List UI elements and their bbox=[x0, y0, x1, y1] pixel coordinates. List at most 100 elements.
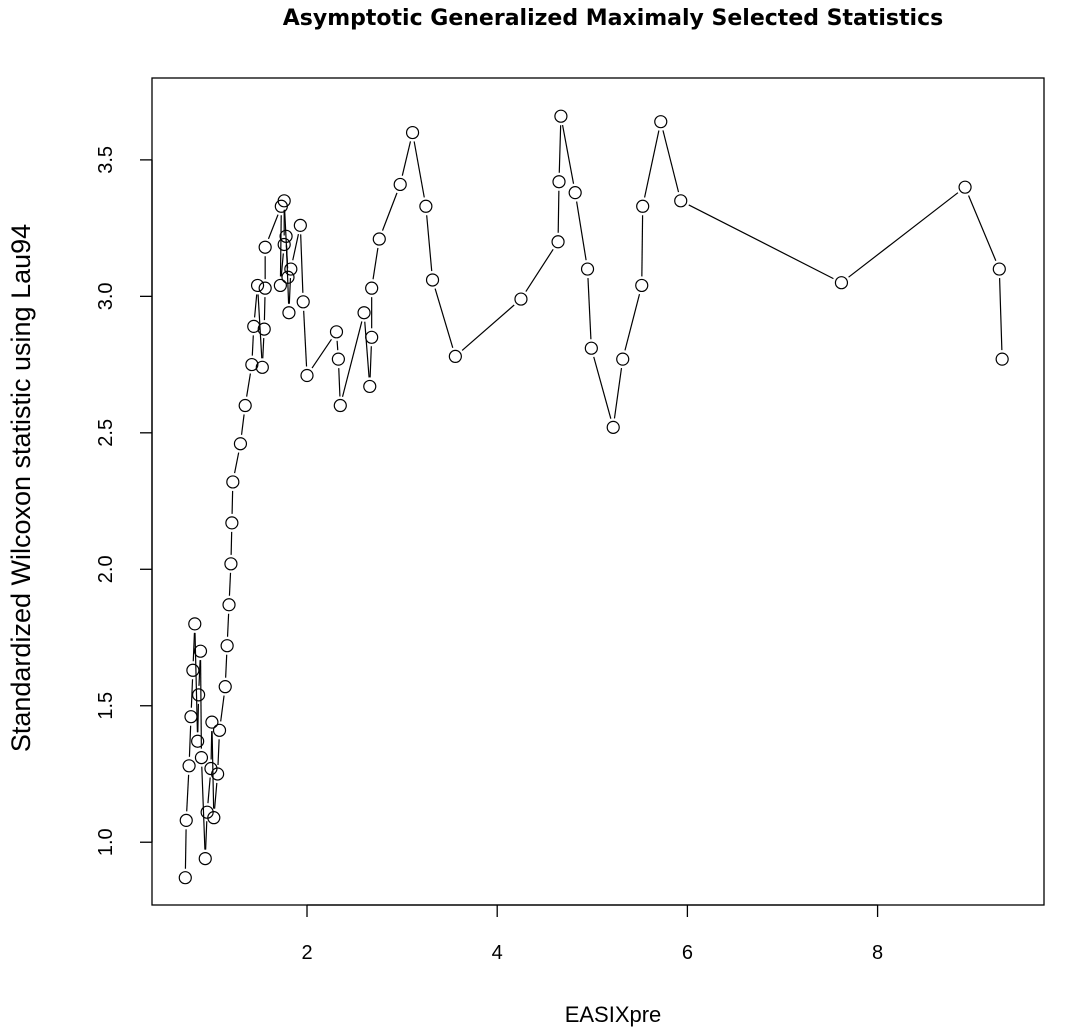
data-point bbox=[220, 639, 234, 653]
series-segment bbox=[267, 214, 279, 240]
data-point bbox=[958, 180, 972, 194]
series-segment bbox=[280, 253, 284, 277]
data-point bbox=[255, 360, 269, 374]
x-tick-label: 4 bbox=[492, 942, 503, 964]
data-point bbox=[186, 663, 200, 677]
data-point bbox=[194, 751, 209, 765]
series-segment bbox=[624, 293, 641, 351]
series-segment bbox=[688, 204, 834, 280]
data-point bbox=[178, 871, 192, 885]
data-point bbox=[198, 852, 212, 866]
data-point bbox=[233, 437, 248, 451]
series-segment bbox=[413, 141, 425, 198]
data-point bbox=[405, 125, 420, 140]
y-tick-label: 2.5 bbox=[95, 419, 117, 447]
series-segment bbox=[292, 234, 300, 261]
series-segment bbox=[253, 294, 258, 318]
data-point bbox=[218, 680, 232, 694]
series-segment bbox=[234, 452, 240, 474]
data-point bbox=[245, 357, 259, 372]
data-point bbox=[834, 276, 849, 290]
data-point bbox=[365, 330, 379, 344]
series-segment bbox=[220, 695, 225, 722]
data-point bbox=[224, 557, 238, 571]
series-segment bbox=[336, 340, 339, 351]
data-point bbox=[554, 109, 568, 123]
data-point bbox=[580, 262, 595, 276]
data-point bbox=[281, 270, 295, 284]
y-axis: 1.0 1.5 2.0 2.5 3.0 3.5 bbox=[95, 146, 153, 856]
data-point bbox=[357, 306, 371, 320]
series-segment bbox=[613, 367, 623, 419]
series-segment bbox=[279, 215, 282, 277]
series-segment bbox=[197, 703, 200, 733]
data-point bbox=[293, 218, 307, 232]
data-point bbox=[193, 644, 208, 658]
data-point bbox=[329, 325, 344, 339]
data-point bbox=[568, 186, 582, 200]
series-segment bbox=[338, 368, 341, 397]
data-point bbox=[212, 723, 227, 737]
x-tick-label: 8 bbox=[872, 942, 883, 964]
data-point bbox=[258, 281, 272, 295]
data-point bbox=[282, 306, 296, 320]
data-point bbox=[191, 688, 206, 702]
data-point bbox=[273, 278, 287, 293]
data-point bbox=[425, 273, 440, 287]
data-point bbox=[674, 194, 688, 208]
data-point bbox=[211, 767, 225, 781]
series-segment bbox=[641, 215, 644, 277]
data-point bbox=[225, 516, 239, 530]
data-point bbox=[258, 240, 272, 254]
y-tick-label: 1.0 bbox=[95, 828, 117, 856]
data-point bbox=[606, 420, 620, 434]
y-tick-label: 3.0 bbox=[95, 282, 117, 310]
x-tick-label: 6 bbox=[682, 942, 693, 964]
series-segment bbox=[426, 215, 433, 272]
data-point bbox=[184, 710, 198, 724]
data-point bbox=[300, 368, 314, 383]
series-segment bbox=[461, 304, 515, 351]
series-segment bbox=[186, 774, 190, 812]
data-point bbox=[222, 598, 236, 612]
data-point bbox=[226, 475, 240, 489]
series-segment bbox=[369, 346, 372, 378]
data-point bbox=[207, 811, 221, 825]
x-axis: 2 4 6 8 bbox=[301, 904, 883, 964]
series-segment bbox=[217, 739, 220, 766]
data-point bbox=[654, 115, 668, 129]
data-point bbox=[636, 199, 650, 213]
data-point bbox=[284, 262, 298, 276]
series-segment bbox=[300, 234, 304, 293]
data-point bbox=[992, 262, 1006, 276]
data-point bbox=[995, 352, 1009, 366]
series-segment bbox=[184, 829, 187, 869]
y-tick-label: 1.5 bbox=[95, 692, 117, 720]
data-point bbox=[372, 232, 386, 246]
data-point bbox=[393, 177, 407, 192]
series-segment bbox=[262, 338, 265, 359]
series-segment bbox=[525, 248, 554, 292]
data-point bbox=[277, 237, 291, 252]
data-point bbox=[247, 319, 261, 333]
data-point bbox=[238, 398, 252, 413]
series-segment bbox=[662, 130, 680, 193]
series-segment bbox=[576, 201, 587, 261]
x-tick-label: 2 bbox=[301, 942, 312, 964]
data-point bbox=[331, 352, 345, 366]
series-segment bbox=[998, 278, 1003, 351]
series-segment bbox=[848, 192, 959, 278]
data-point bbox=[514, 292, 528, 306]
data-point bbox=[277, 194, 291, 208]
series-segment bbox=[213, 782, 218, 809]
series-segment bbox=[192, 632, 196, 662]
series-segment bbox=[228, 572, 232, 596]
series-segment bbox=[967, 195, 997, 261]
chart-title: Asymptotic Generalized Maximaly Selected… bbox=[283, 6, 943, 31]
series-segment bbox=[558, 125, 562, 173]
series-segment bbox=[288, 278, 292, 304]
data-point bbox=[551, 235, 565, 249]
series-segment bbox=[251, 335, 254, 356]
data-series bbox=[178, 109, 1009, 885]
